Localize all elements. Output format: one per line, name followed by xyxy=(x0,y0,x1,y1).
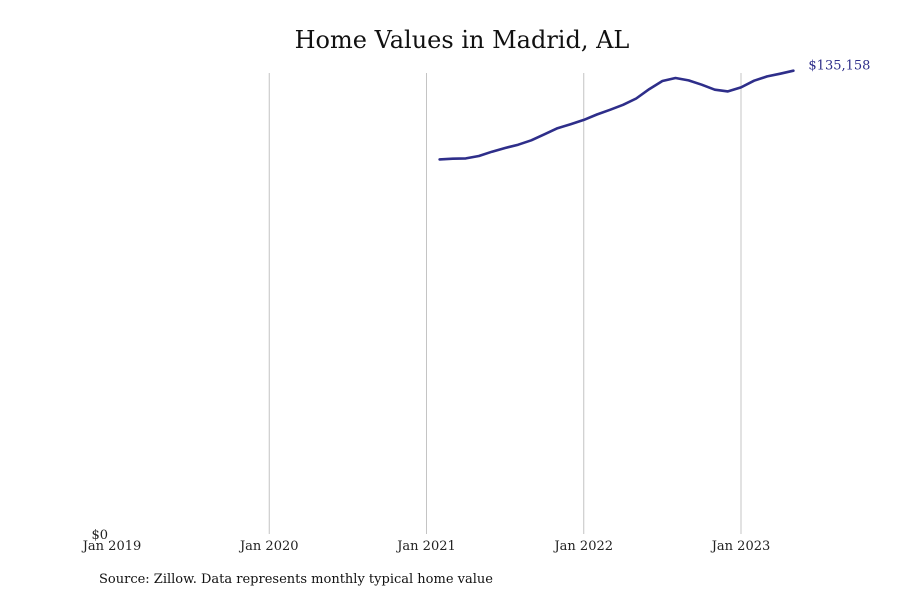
series-layer xyxy=(438,69,795,161)
source-note: Source: Zillow. Data represents monthly … xyxy=(99,572,493,587)
series-line xyxy=(438,69,795,161)
gridlines xyxy=(268,73,742,534)
x-tick-label: Jan 2021 xyxy=(395,539,456,554)
x-axis-tick-labels: Jan 2019 Jan 2020 Jan 2021 Jan 2022 Jan 2023 xyxy=(81,539,771,554)
x-tick-label: Jan 2020 xyxy=(238,539,299,554)
x-tick-label: Jan 2022 xyxy=(552,539,613,554)
x-tick-label: Jan 2023 xyxy=(710,539,771,554)
x-tick-label: Jan 2019 xyxy=(81,539,142,554)
end-value-label: $135,158 xyxy=(808,59,870,74)
y-axis-tick-labels: $0 xyxy=(91,528,108,543)
y-tick-label: $0 xyxy=(91,528,108,543)
data-label-layer: $135,158 xyxy=(808,59,870,74)
chart-title: Home Values in Madrid, AL xyxy=(294,26,630,54)
